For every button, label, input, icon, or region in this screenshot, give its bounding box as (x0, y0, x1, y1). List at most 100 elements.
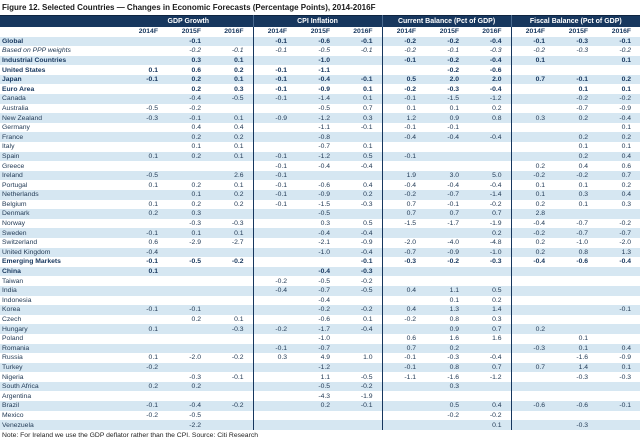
value-cell (124, 123, 167, 133)
value-cell (382, 381, 426, 392)
year-header-cell: 2014F (124, 26, 167, 37)
value-cell: -1.0 (296, 247, 340, 258)
value-cell: -0.1 (275, 66, 288, 74)
value-cell: 0.2 (535, 239, 546, 247)
value-cell: -2.0 (404, 239, 417, 247)
value-cell: -1.6 (447, 373, 460, 381)
value-cell: -0.4 (533, 220, 546, 228)
value-cell: -0.1 (404, 124, 417, 132)
value-cell: -0.1 (447, 200, 460, 208)
value-cell: -0.5 (189, 258, 201, 266)
value-cell: -0.3 (468, 46, 512, 56)
value-cell: 0.1 (210, 151, 254, 162)
value-cell (511, 132, 555, 143)
value-cell: 0.2 (191, 181, 201, 189)
table-row: New Zealand -0.3 -0.1 0.1 -0.9 -1.2 0.3 1.2 0.9 0… (0, 113, 640, 123)
value-cell: -2.7 (210, 237, 254, 248)
value-cell: 0.4 (578, 162, 589, 170)
value-cell: 0.7 (468, 209, 512, 219)
row-label: Argentina (2, 392, 32, 400)
value-cell (468, 122, 512, 133)
value-cell: 0.2 (554, 113, 598, 123)
value-cell: -0.1 (339, 74, 383, 85)
value-cell: -1.6 (576, 354, 589, 362)
value-cell (210, 410, 254, 421)
value-cell (253, 401, 297, 411)
table-row: Greece -0.1 -0.4 -0.4 0.2 0.4 0.6 (0, 161, 640, 171)
value-cell: -1.1 (404, 373, 417, 381)
value-cell: 0.9 (425, 324, 469, 334)
value-cell (124, 420, 167, 430)
value-cell (597, 315, 640, 325)
value-cell: -0.1 (210, 46, 254, 56)
value-cell (210, 285, 254, 296)
value-cell: 0.2 (597, 74, 640, 85)
value-cell (253, 411, 296, 421)
value-cell: 0.1 (210, 55, 254, 66)
value-cell: -0.1 (597, 305, 640, 315)
value-cell: 0.2 (468, 295, 512, 306)
value-cell (511, 285, 555, 296)
value-cell (468, 151, 512, 162)
value-cell (554, 209, 598, 219)
value-cell: 0.7 (597, 170, 640, 181)
value-cell: 0.6 (406, 335, 417, 343)
row-label: Canada (0, 94, 124, 104)
table-row: United Kingdom -0.4 -1.0 -0.4 -0.7 -0.9 -1.0 0.… (0, 247, 640, 258)
row-label: Nigeria (2, 373, 24, 381)
row-label: Indonesia (2, 296, 32, 304)
row-label: Turkey (0, 362, 124, 373)
value-cell (167, 391, 210, 401)
value-cell: 0.4 (597, 343, 640, 354)
value-cell (296, 170, 340, 181)
value-cell (253, 381, 297, 392)
row-label: Germany (2, 124, 30, 132)
row-label: Taiwan (2, 277, 24, 285)
value-cell: -0.1 (253, 190, 297, 200)
value-cell: -0.1 (339, 122, 383, 133)
value-cell: -1.2 (468, 94, 512, 104)
value-cell (468, 266, 512, 277)
value-cell (296, 420, 340, 430)
value-cell: -0.4 (339, 161, 383, 171)
value-cell: 0.1 (621, 85, 632, 93)
value-cell: 0.1 (535, 181, 546, 189)
value-cell (210, 420, 254, 430)
table-row: Australia -0.5 -0.2 -0.5 0.7 0.1 0.1 0.2 -0.7 -0.… (0, 103, 640, 114)
value-cell: -4.8 (468, 237, 512, 248)
value-cell (253, 362, 297, 373)
value-cell: 0.2 (124, 209, 167, 219)
value-cell: -0.1 (339, 401, 383, 411)
value-cell: -0.1 (275, 47, 288, 55)
value-cell: 0.2 (191, 316, 201, 324)
value-cell: 0.2 (167, 132, 210, 143)
value-cell: -0.1 (167, 113, 210, 123)
value-cell (253, 315, 296, 325)
value-cell (124, 391, 167, 401)
value-cell: 0.2 (425, 343, 469, 354)
value-cell: 0.9 (425, 113, 469, 123)
value-cell (382, 161, 425, 171)
value-cell: 0.2 (511, 247, 555, 258)
value-cell: 0.2 (210, 132, 254, 143)
value-cell: -0.3 (554, 36, 598, 47)
value-cell: -0.9 (339, 237, 383, 248)
value-cell: -0.4 (468, 84, 512, 95)
value-cell: -0.2 (425, 36, 469, 47)
value-cell: 2.0 (425, 74, 469, 85)
row-label: Denmark (0, 209, 124, 219)
value-cell: -0.7 (425, 190, 469, 200)
value-cell: -0.1 (382, 151, 426, 162)
value-cell (253, 266, 297, 277)
row-label: New Zealand (0, 113, 124, 123)
value-cell (339, 420, 383, 430)
table-row: Italy 0.1 0.1 -0.7 0.1 0.1 0.1 (0, 142, 640, 152)
value-cell: -0.4 (296, 228, 340, 238)
row-label: Emerging Markets (2, 258, 61, 266)
value-cell: -0.1 (167, 36, 210, 47)
value-cell (468, 343, 512, 354)
value-cell: -0.1 (124, 228, 167, 238)
value-cell: 0.1 (511, 55, 555, 66)
value-cell: 0.7 (382, 343, 426, 354)
value-cell: -0.1 (339, 257, 383, 267)
